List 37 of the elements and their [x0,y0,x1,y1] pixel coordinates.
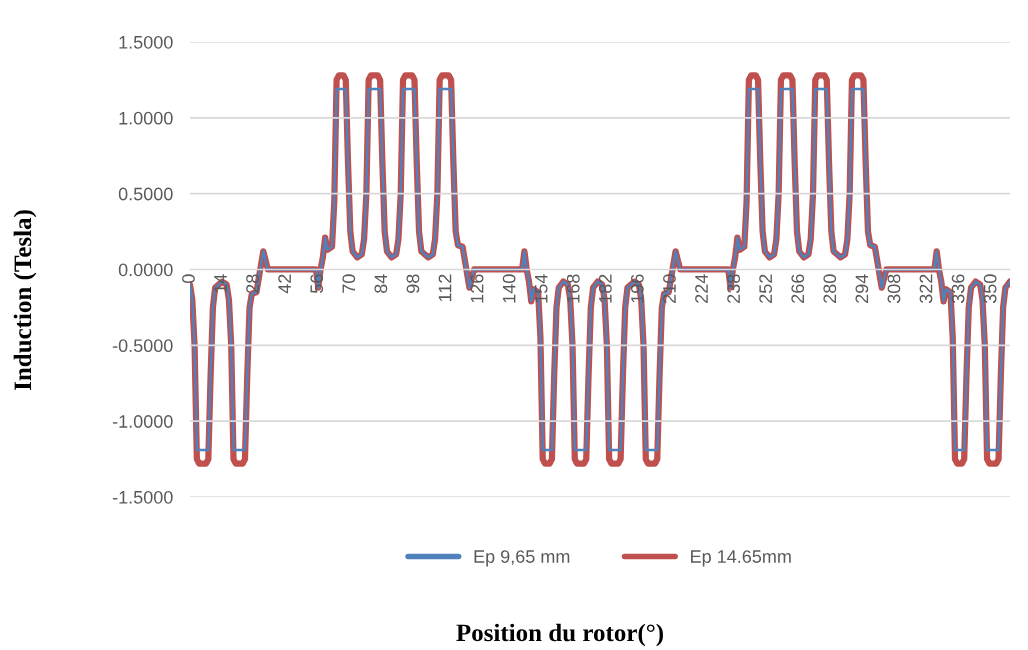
x-tick-label: 14 [214,274,227,293]
x-tick-label: 196 [631,274,644,303]
x-tick-label: 238 [727,274,740,303]
x-tick-label: 350 [983,274,997,304]
y-tick-label: -1.5000 [112,490,173,504]
x-tick-label: 168 [566,274,580,303]
x-tick-label: 182 [598,274,612,303]
x-tick-label: 322 [919,274,933,304]
x-tick-label: 84 [374,274,388,293]
x-tick-label: 224 [695,274,708,303]
y-tick-label: 0.0000 [118,263,173,277]
x-tick-label: 56 [310,274,324,294]
x-tick-label: 126 [470,274,484,303]
y-tick-label: 1.5000 [119,35,173,49]
legend-label: Ep 14.65mm [691,550,791,567]
x-tick-label: 154 [534,274,548,303]
x-tick-label: 70 [342,274,356,293]
x-axis-title: Position du rotor(°) [456,623,663,647]
x-tick-label: 112 [438,274,452,302]
x-tick-label: 266 [791,274,805,303]
y-tick-label: 0.5000 [118,187,173,201]
y-axis-title: Induction (Tesla) [13,210,37,391]
y-tick-label: 1.0000 [119,111,173,125]
x-tick-label: 252 [759,274,773,303]
x-tick-label: 28 [246,274,259,293]
x-tick-label: 210 [663,274,676,303]
x-tick-label: 0 [182,274,195,283]
legend-label: Ep 9,65 mm [474,550,570,567]
x-tick-label: 336 [951,274,965,304]
x-tick-label: 280 [823,274,837,303]
x-tick-label: 140 [502,274,516,303]
x-tick-label: 42 [278,274,291,294]
x-tick-label: 294 [855,274,869,303]
x-tick-label: 98 [406,274,420,293]
x-tick-label: 308 [887,274,901,304]
y-tick-label: -0.5000 [112,339,173,353]
y-tick-label: -1.0000 [112,415,173,428]
